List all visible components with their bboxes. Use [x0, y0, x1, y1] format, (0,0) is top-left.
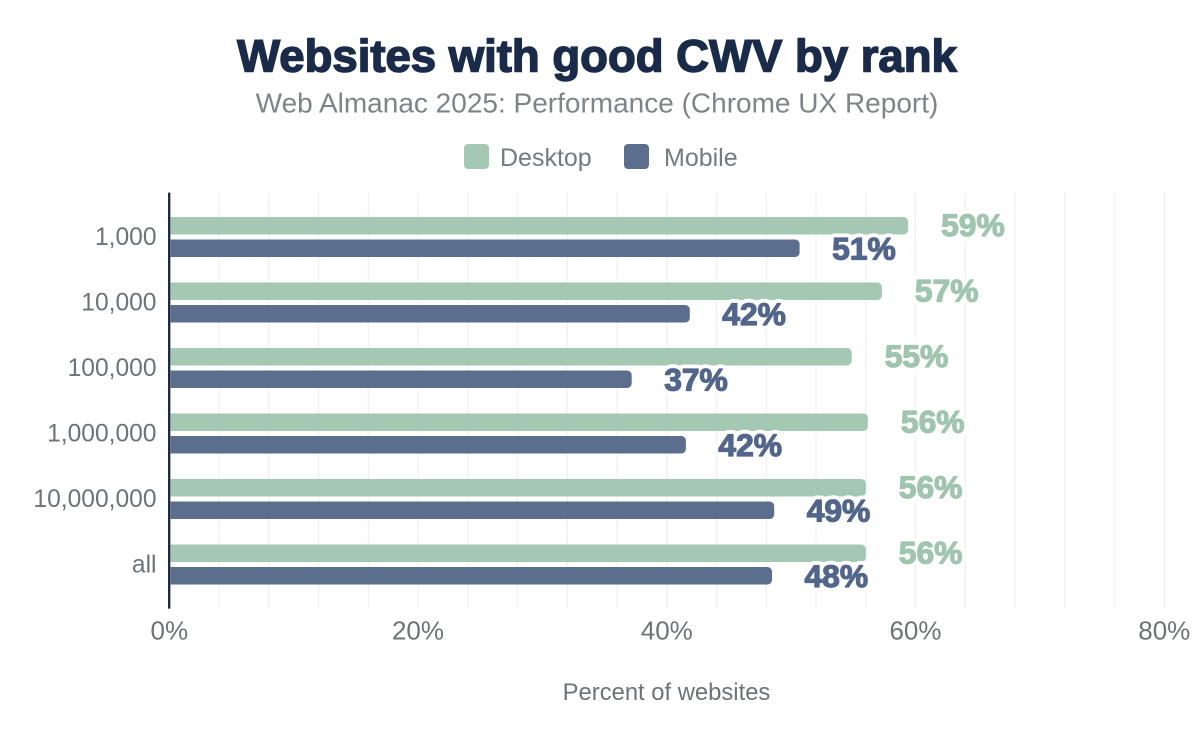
svg-text:40%: 40%	[641, 616, 693, 646]
svg-text:20%: 20%	[392, 616, 444, 646]
svg-text:100,000: 100,000	[68, 355, 157, 382]
svg-text:42%: 42%	[718, 427, 782, 463]
svg-text:56%: 56%	[899, 535, 963, 571]
svg-text:55%: 55%	[885, 338, 949, 374]
svg-text:10,000: 10,000	[81, 289, 156, 316]
svg-text:60%: 60%	[889, 616, 941, 646]
svg-text:1,000: 1,000	[95, 224, 157, 251]
svg-text:Web Almanac 2025: Performance: Web Almanac 2025: Performance (Chrome UX…	[256, 88, 939, 119]
svg-text:48%: 48%	[805, 558, 869, 594]
svg-text:42%: 42%	[722, 296, 786, 332]
svg-text:59%: 59%	[941, 207, 1005, 243]
svg-text:Mobile: Mobile	[664, 144, 738, 172]
svg-text:49%: 49%	[807, 493, 871, 529]
svg-text:0%: 0%	[151, 616, 189, 646]
svg-text:56%: 56%	[899, 469, 963, 505]
svg-text:56%: 56%	[901, 404, 965, 440]
svg-text:all: all	[132, 551, 157, 578]
svg-text:57%: 57%	[915, 273, 979, 309]
svg-text:37%: 37%	[664, 362, 728, 398]
svg-text:55%: 55%	[885, 338, 949, 374]
svg-text:10,000,000: 10,000,000	[33, 486, 156, 513]
svg-text:56%: 56%	[899, 469, 963, 505]
svg-text:56%: 56%	[901, 404, 965, 440]
svg-text:51%: 51%	[832, 231, 896, 267]
svg-text:1,000,000: 1,000,000	[47, 420, 156, 447]
svg-text:80%: 80%	[1138, 616, 1190, 646]
svg-text:56%: 56%	[899, 535, 963, 571]
svg-text:48%: 48%	[805, 558, 869, 594]
svg-text:42%: 42%	[718, 427, 782, 463]
svg-text:49%: 49%	[807, 493, 871, 529]
svg-text:42%: 42%	[722, 296, 786, 332]
svg-text:37%: 37%	[664, 362, 728, 398]
svg-text:Percent of websites: Percent of websites	[563, 679, 771, 706]
svg-text:Desktop: Desktop	[500, 144, 592, 172]
svg-text:51%: 51%	[832, 231, 896, 267]
svg-text:Websites with good CWV by rank: Websites with good CWV by rank	[237, 31, 957, 82]
svg-text:59%: 59%	[941, 207, 1005, 243]
svg-text:57%: 57%	[915, 273, 979, 309]
